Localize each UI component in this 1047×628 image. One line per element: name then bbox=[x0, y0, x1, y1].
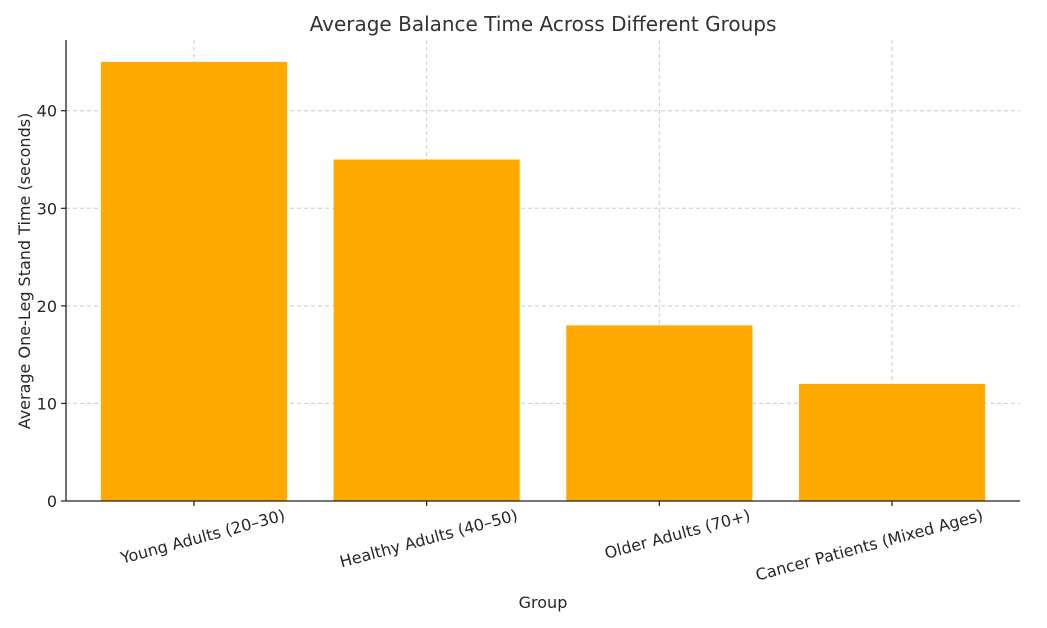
y-tick-label: 10 bbox=[37, 394, 57, 413]
y-tick-label: 30 bbox=[37, 199, 57, 218]
x-tick-label: Young Adults (20–30) bbox=[118, 506, 287, 568]
y-tick-label: 0 bbox=[47, 492, 57, 511]
x-ticks: Young Adults (20–30) Healthy Adults (40–5… bbox=[118, 501, 985, 585]
bar bbox=[333, 159, 520, 501]
x-grid-lines bbox=[193, 40, 893, 501]
axes bbox=[65, 40, 1020, 502]
x-tick-label: Healthy Adults (40–50) bbox=[338, 506, 520, 572]
chart-title: Average Balance Time Across Different Gr… bbox=[310, 12, 777, 36]
y-axis-title: Average One-Leg Stand Time (seconds) bbox=[15, 113, 34, 430]
x-axis-title: Group bbox=[519, 593, 568, 612]
x-tick-label: Older Adults (70+) bbox=[603, 506, 753, 563]
y-tick-label: 20 bbox=[37, 297, 57, 316]
x-tick-label: Cancer Patients (Mixed Ages) bbox=[753, 506, 985, 585]
y-tick-label: 40 bbox=[37, 102, 57, 121]
bars bbox=[100, 61, 986, 501]
y-ticks: 0 10 20 30 40 bbox=[37, 102, 66, 511]
y-grid-lines bbox=[66, 110, 1020, 404]
bar bbox=[798, 383, 986, 501]
bar bbox=[100, 61, 288, 501]
bar bbox=[566, 325, 753, 501]
